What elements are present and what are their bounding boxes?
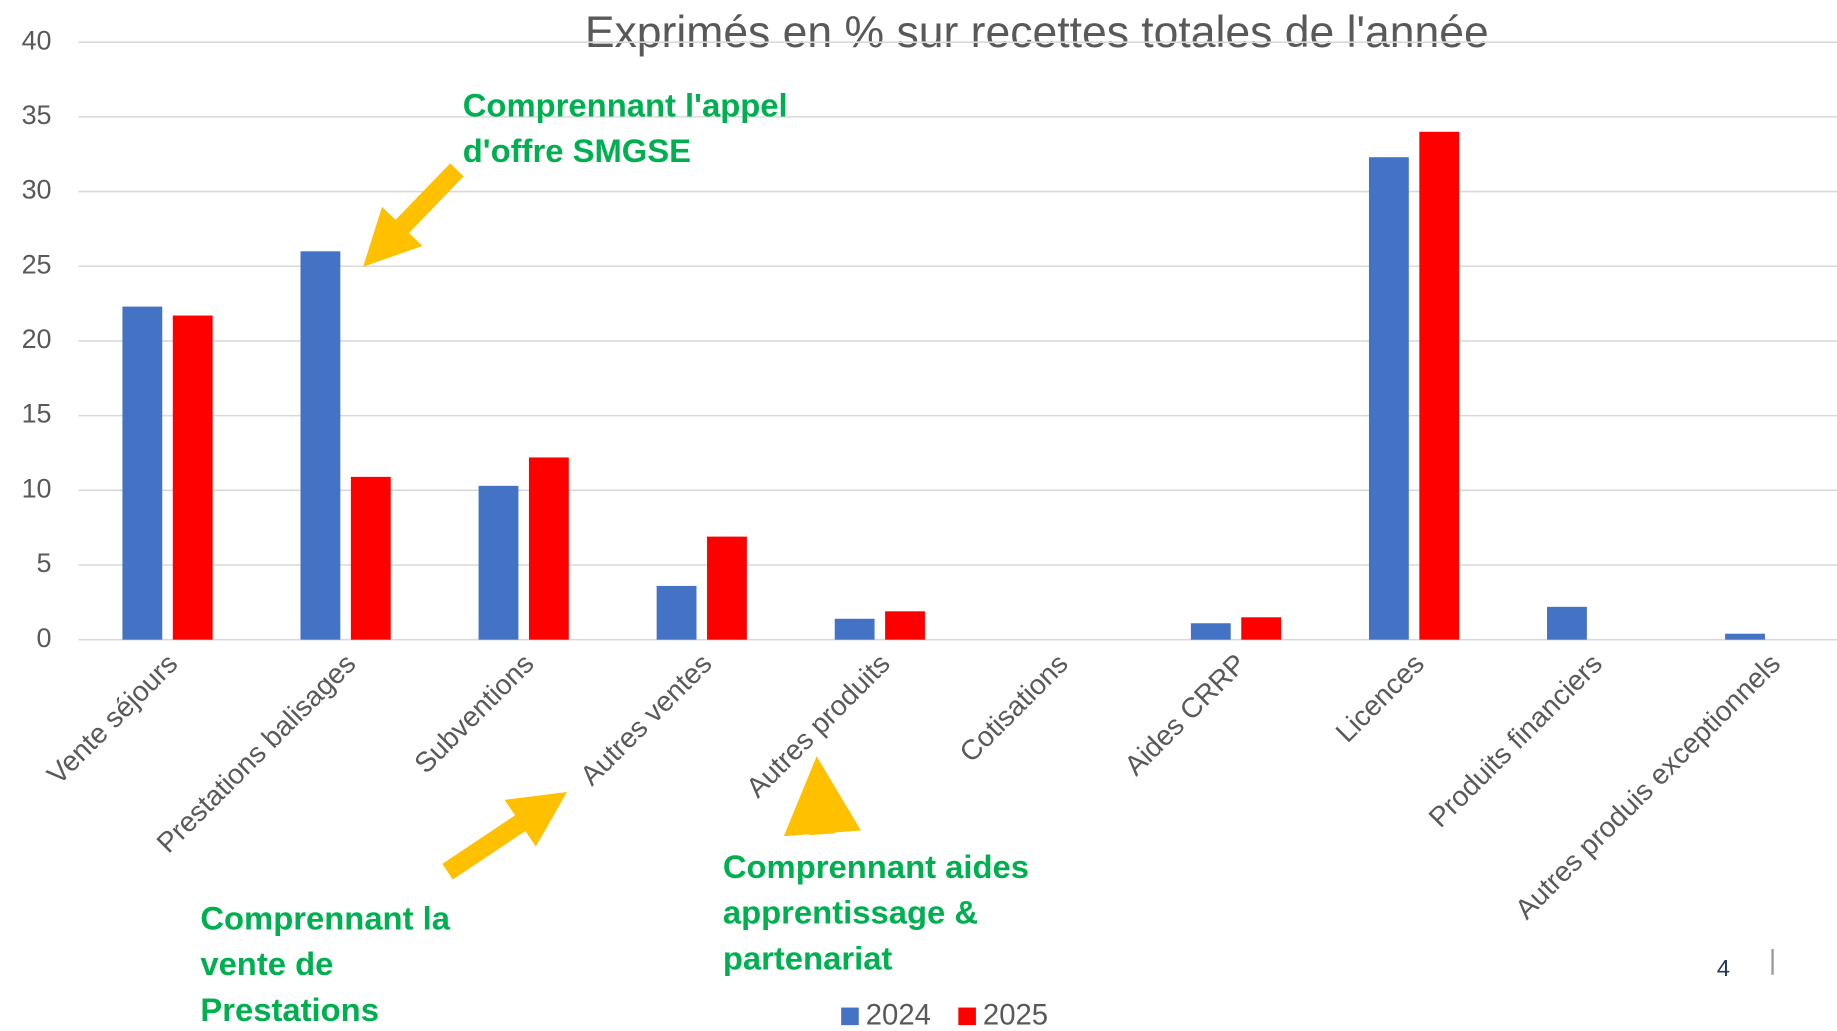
legend-swatch [841, 1007, 859, 1026]
y-tick-label: 40 [22, 25, 52, 55]
arrow [442, 792, 567, 880]
bar [300, 251, 341, 640]
arrow [783, 756, 861, 837]
bar [1547, 606, 1587, 640]
x-tick-label: Produits financiers [1423, 648, 1608, 833]
annotation: apprentissage & [723, 894, 978, 931]
arrow [363, 163, 464, 267]
annotation: Comprennant la [200, 900, 450, 937]
bar [528, 457, 569, 640]
chart-title: Exprimés en % sur recettes totales de l'… [585, 8, 1489, 57]
bar [478, 485, 519, 640]
bar [885, 611, 925, 640]
y-tick-label: 15 [22, 399, 52, 429]
y-tick-label: 0 [37, 623, 52, 653]
bar [1725, 633, 1765, 640]
bar [1190, 623, 1231, 640]
legend-label: 2025 [983, 999, 1048, 1031]
bar [122, 306, 163, 640]
x-tick-label: Aides CRRP [1118, 648, 1251, 781]
page-number: 4 [1717, 955, 1730, 981]
x-tick-label: Licences [1330, 648, 1430, 748]
annotation: d'offre SMGSE [463, 132, 691, 169]
x-tick-label: Autres produits [740, 648, 896, 804]
x-tick-label: Prestations balisages [151, 648, 362, 859]
bar [656, 585, 697, 640]
bar [1241, 617, 1282, 640]
annotation: vente de [200, 945, 333, 982]
y-tick-label: 20 [22, 324, 52, 354]
bar [172, 315, 213, 640]
bar [1419, 131, 1460, 640]
x-tick-label: Cotisations [954, 648, 1074, 768]
annotation: Comprennant aides [723, 848, 1029, 885]
legend-swatch [958, 1007, 976, 1026]
y-tick-label: 10 [22, 473, 52, 503]
legend-label: 2024 [866, 999, 931, 1031]
y-tick-label: 5 [37, 548, 52, 578]
annotation: partenariat [723, 939, 893, 976]
bar [834, 618, 875, 640]
x-tick-label: Autres ventes [574, 648, 717, 791]
y-tick-label: 35 [22, 100, 52, 130]
x-tick-label: Subventions [408, 648, 539, 779]
x-tick-label: Vente séjours [41, 648, 183, 790]
y-tick-label: 30 [22, 175, 52, 205]
bar [707, 536, 747, 640]
bar [1368, 157, 1409, 640]
annotation: Prestations [200, 991, 379, 1028]
annotation: Comprennant l'appel [463, 86, 788, 123]
bar [350, 476, 391, 640]
y-tick-label: 25 [22, 249, 52, 279]
